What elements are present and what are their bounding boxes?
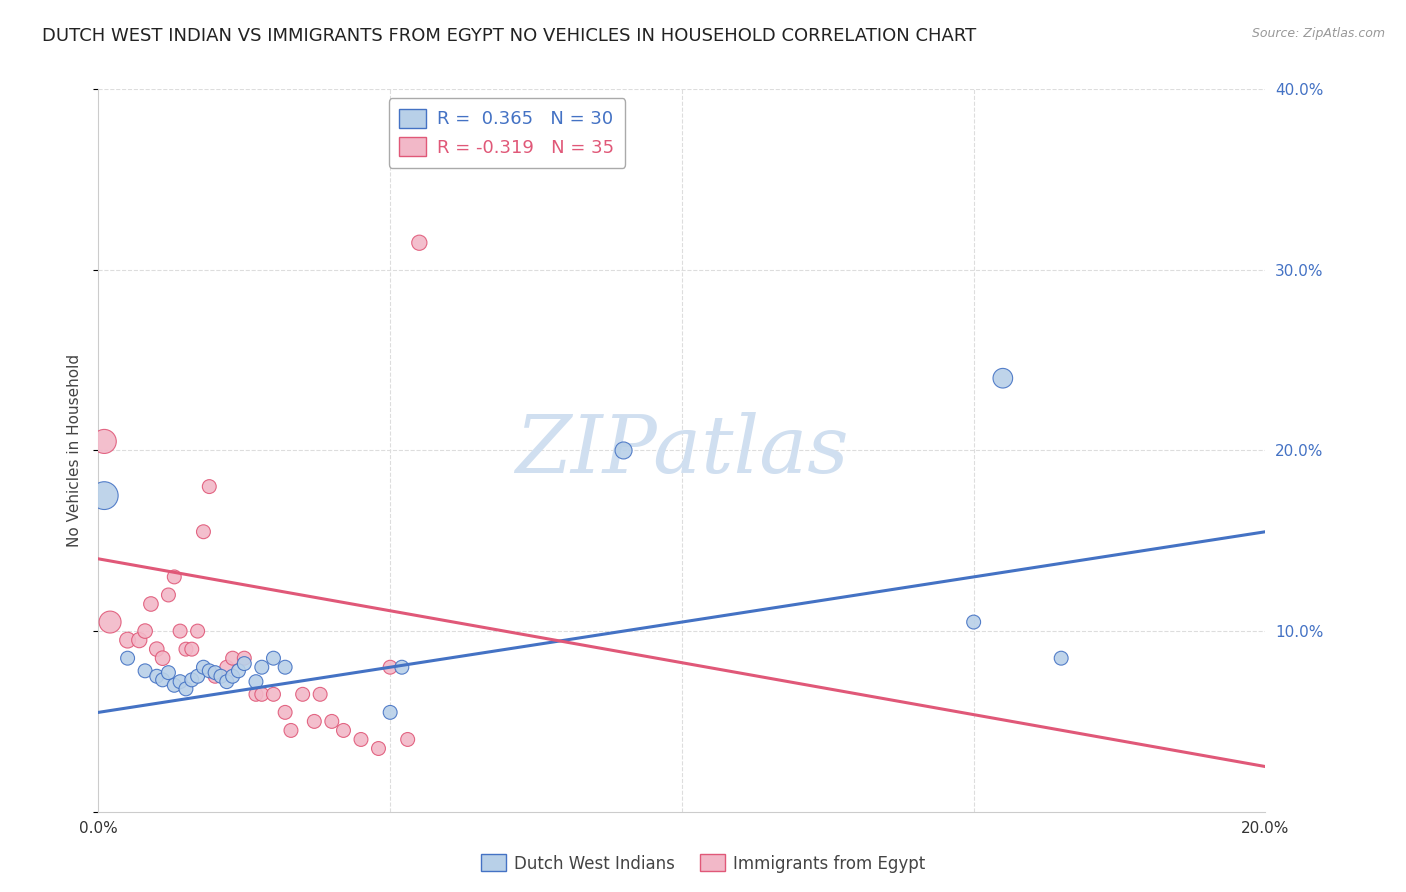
Point	[157, 665, 180, 680]
Text: ZIPatlas: ZIPatlas	[515, 412, 849, 489]
Point	[380, 660, 402, 674]
Point	[204, 669, 226, 683]
Point	[962, 615, 984, 629]
Point	[152, 673, 174, 687]
Point	[134, 664, 156, 678]
Point	[187, 669, 209, 683]
Point	[228, 664, 250, 678]
Point	[250, 687, 273, 701]
Point	[396, 732, 419, 747]
Point	[193, 660, 215, 674]
Point	[280, 723, 302, 738]
Point	[1050, 651, 1073, 665]
Point	[204, 665, 226, 680]
Point	[233, 651, 256, 665]
Point	[163, 570, 186, 584]
Point	[332, 723, 354, 738]
Text: DUTCH WEST INDIAN VS IMMIGRANTS FROM EGYPT NO VEHICLES IN HOUSEHOLD CORRELATION : DUTCH WEST INDIAN VS IMMIGRANTS FROM EGY…	[42, 27, 976, 45]
Point	[174, 681, 197, 696]
Point	[209, 669, 232, 683]
Point	[169, 674, 191, 689]
Point	[157, 588, 180, 602]
Point	[309, 687, 332, 701]
Y-axis label: No Vehicles in Household: No Vehicles in Household	[66, 354, 82, 547]
Point	[180, 642, 202, 657]
Point	[274, 706, 297, 720]
Legend: R =  0.365   N = 30, R = -0.319   N = 35: R = 0.365 N = 30, R = -0.319 N = 35	[388, 98, 626, 168]
Point	[291, 687, 314, 701]
Point	[152, 651, 174, 665]
Point	[215, 660, 238, 674]
Point	[245, 687, 267, 701]
Point	[128, 633, 150, 648]
Point	[174, 642, 197, 657]
Point	[93, 489, 115, 503]
Point	[391, 660, 413, 674]
Point	[367, 741, 389, 756]
Point	[408, 235, 430, 250]
Point	[262, 651, 284, 665]
Point	[163, 678, 186, 692]
Point	[233, 657, 256, 671]
Point	[193, 524, 215, 539]
Point	[380, 706, 402, 720]
Point	[93, 434, 115, 449]
Text: Source: ZipAtlas.com: Source: ZipAtlas.com	[1251, 27, 1385, 40]
Point	[262, 687, 284, 701]
Point	[146, 642, 169, 657]
Point	[245, 674, 267, 689]
Point	[321, 714, 343, 729]
Point	[134, 624, 156, 639]
Point	[169, 624, 191, 639]
Point	[304, 714, 326, 729]
Legend: Dutch West Indians, Immigrants from Egypt: Dutch West Indians, Immigrants from Egyp…	[474, 847, 932, 880]
Point	[215, 674, 238, 689]
Point	[146, 669, 169, 683]
Point	[198, 664, 221, 678]
Point	[180, 673, 202, 687]
Point	[612, 443, 634, 458]
Point	[991, 371, 1014, 385]
Point	[98, 615, 121, 629]
Point	[117, 651, 139, 665]
Point	[221, 669, 243, 683]
Point	[139, 597, 162, 611]
Point	[221, 651, 243, 665]
Point	[274, 660, 297, 674]
Point	[117, 633, 139, 648]
Point	[187, 624, 209, 639]
Point	[250, 660, 273, 674]
Point	[350, 732, 373, 747]
Point	[198, 480, 221, 494]
